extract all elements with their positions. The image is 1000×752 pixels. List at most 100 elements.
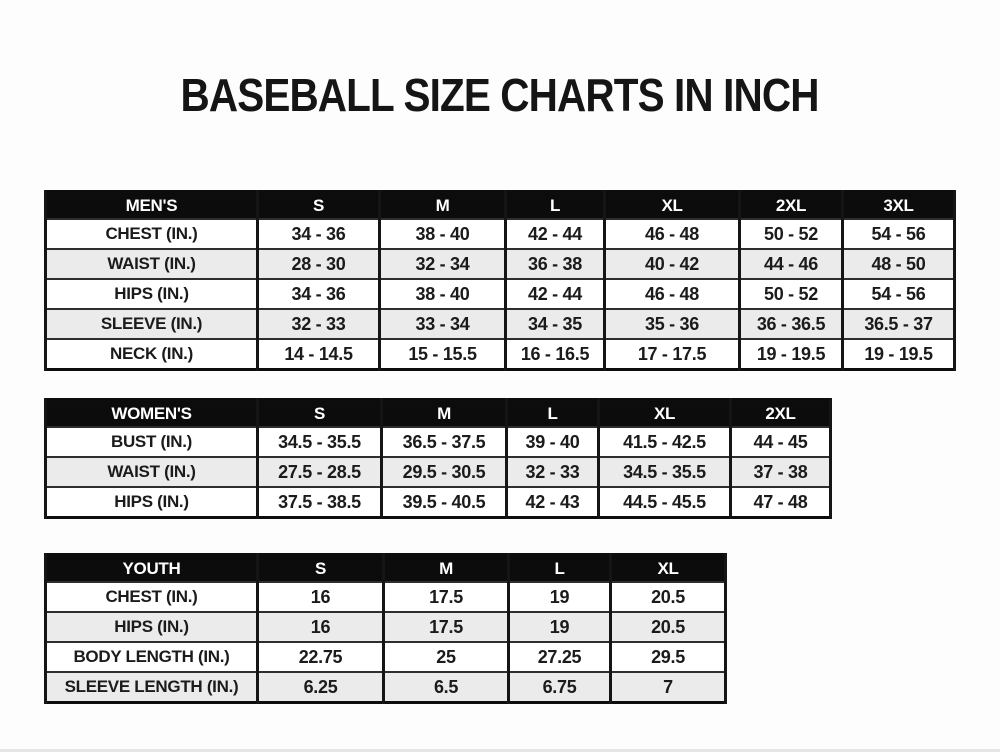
table-row: HIPS (IN.) 16 17.5 19 20.5 (44, 611, 727, 643)
row-label: CHEST (IN.) (44, 581, 259, 613)
table-row: NECK (IN.) 14 - 14.5 15 - 15.5 16 - 16.5… (44, 338, 956, 371)
size-cell: 42 - 44 (504, 278, 606, 310)
womens-header-row: WOMEN'S S M L XL 2XL (44, 398, 832, 428)
row-label: HIPS (IN.) (44, 278, 259, 310)
youth-col-header-m: M (382, 553, 510, 583)
youth-col-header-l: L (507, 553, 612, 583)
size-cell: 38 - 40 (378, 278, 507, 310)
size-cell: 15 - 15.5 (378, 338, 507, 371)
page-title: BASEBALL SIZE CHARTS IN INCH (0, 68, 1000, 122)
page-title-text: BASEBALL SIZE CHARTS IN INCH (180, 69, 820, 121)
size-cell: 32 - 34 (378, 248, 507, 280)
size-cell: 46 - 48 (603, 278, 741, 310)
table-row: BODY LENGTH (IN.) 22.75 25 27.25 29.5 (44, 641, 727, 673)
womens-col-header-2xl: 2XL (729, 398, 832, 428)
size-cell: 42 - 44 (504, 218, 606, 250)
size-cell: 6.5 (382, 671, 510, 704)
size-cell: 34 - 36 (256, 218, 381, 250)
size-cell: 41.5 - 42.5 (597, 426, 732, 458)
size-cell: 36.5 - 37 (841, 308, 956, 340)
size-cell: 35 - 36 (603, 308, 741, 340)
womens-table-title-cell: WOMEN'S (44, 398, 259, 428)
row-label: HIPS (IN.) (44, 486, 259, 519)
size-cell: 16 (256, 581, 385, 613)
womens-col-header-l: L (505, 398, 600, 428)
mens-col-header-l: L (504, 190, 606, 220)
row-label: SLEEVE (IN.) (44, 308, 259, 340)
size-cell: 17 - 17.5 (603, 338, 741, 371)
size-cell: 46 - 48 (603, 218, 741, 250)
mens-size-table: MEN'S S M L XL 2XL 3XL CHEST (IN.) 34 - … (44, 190, 956, 371)
size-cell: 6.75 (507, 671, 612, 704)
row-label: WAIST (IN.) (44, 248, 259, 280)
row-label: SLEEVE LENGTH (IN.) (44, 671, 259, 704)
mens-col-header-3xl: 3XL (841, 190, 956, 220)
size-cell: 54 - 56 (841, 218, 956, 250)
size-cell: 19 (507, 611, 612, 643)
youth-col-header-s: S (256, 553, 385, 583)
size-cell: 25 (382, 641, 510, 673)
size-cell: 37 - 38 (729, 456, 832, 488)
size-cell: 36 - 38 (504, 248, 606, 280)
size-cell: 28 - 30 (256, 248, 381, 280)
youth-col-header-xl: XL (609, 553, 727, 583)
womens-col-header-xl: XL (597, 398, 732, 428)
mens-col-header-2xl: 2XL (738, 190, 844, 220)
size-cell: 34 - 36 (256, 278, 381, 310)
table-row: HIPS (IN.) 37.5 - 38.5 39.5 - 40.5 42 - … (44, 486, 832, 519)
row-label: BODY LENGTH (IN.) (44, 641, 259, 673)
size-cell: 44 - 46 (738, 248, 844, 280)
table-row: SLEEVE LENGTH (IN.) 6.25 6.5 6.75 7 (44, 671, 727, 704)
size-cell: 29.5 (609, 641, 727, 673)
size-cell: 20.5 (609, 581, 727, 613)
size-cell: 38 - 40 (378, 218, 507, 250)
womens-col-header-m: M (380, 398, 508, 428)
size-cell: 39.5 - 40.5 (380, 486, 508, 519)
size-cell: 50 - 52 (738, 278, 844, 310)
mens-table-title-cell: MEN'S (44, 190, 259, 220)
row-label: WAIST (IN.) (44, 456, 259, 488)
size-cell: 34.5 - 35.5 (597, 456, 732, 488)
row-label: NECK (IN.) (44, 338, 259, 371)
size-cell: 17.5 (382, 611, 510, 643)
size-cell: 54 - 56 (841, 278, 956, 310)
mens-header-row: MEN'S S M L XL 2XL 3XL (44, 190, 956, 220)
size-cell: 34.5 - 35.5 (256, 426, 383, 458)
size-cell: 32 - 33 (256, 308, 381, 340)
table-row: WAIST (IN.) 28 - 30 32 - 34 36 - 38 40 -… (44, 248, 956, 280)
size-cell: 19 - 19.5 (738, 338, 844, 371)
youth-header-row: YOUTH S M L XL (44, 553, 727, 583)
image-bottom-edge (0, 749, 1000, 752)
table-row: CHEST (IN.) 34 - 36 38 - 40 42 - 44 46 -… (44, 218, 956, 250)
size-cell: 20.5 (609, 611, 727, 643)
size-cell: 36 - 36.5 (738, 308, 844, 340)
table-row: BUST (IN.) 34.5 - 35.5 36.5 - 37.5 39 - … (44, 426, 832, 458)
size-cell: 37.5 - 38.5 (256, 486, 383, 519)
size-cell: 14 - 14.5 (256, 338, 381, 371)
size-cell: 48 - 50 (841, 248, 956, 280)
size-cell: 19 (507, 581, 612, 613)
table-row: HIPS (IN.) 34 - 36 38 - 40 42 - 44 46 - … (44, 278, 956, 310)
size-cell: 40 - 42 (603, 248, 741, 280)
womens-size-table: WOMEN'S S M L XL 2XL BUST (IN.) 34.5 - 3… (44, 398, 832, 519)
size-cell: 44.5 - 45.5 (597, 486, 732, 519)
size-cell: 19 - 19.5 (841, 338, 956, 371)
youth-size-table: YOUTH S M L XL CHEST (IN.) 16 17.5 19 20… (44, 553, 727, 704)
size-cell: 44 - 45 (729, 426, 832, 458)
table-row: CHEST (IN.) 16 17.5 19 20.5 (44, 581, 727, 613)
size-cell: 32 - 33 (505, 456, 600, 488)
size-cell: 36.5 - 37.5 (380, 426, 508, 458)
table-row: WAIST (IN.) 27.5 - 28.5 29.5 - 30.5 32 -… (44, 456, 832, 488)
row-label: BUST (IN.) (44, 426, 259, 458)
size-cell: 34 - 35 (504, 308, 606, 340)
mens-col-header-s: S (256, 190, 381, 220)
row-label: CHEST (IN.) (44, 218, 259, 250)
size-cell: 6.25 (256, 671, 385, 704)
size-cell: 27.5 - 28.5 (256, 456, 383, 488)
size-cell: 17.5 (382, 581, 510, 613)
size-cell: 29.5 - 30.5 (380, 456, 508, 488)
size-cell: 50 - 52 (738, 218, 844, 250)
youth-table-title-cell: YOUTH (44, 553, 259, 583)
size-cell: 39 - 40 (505, 426, 600, 458)
size-cell: 7 (609, 671, 727, 704)
